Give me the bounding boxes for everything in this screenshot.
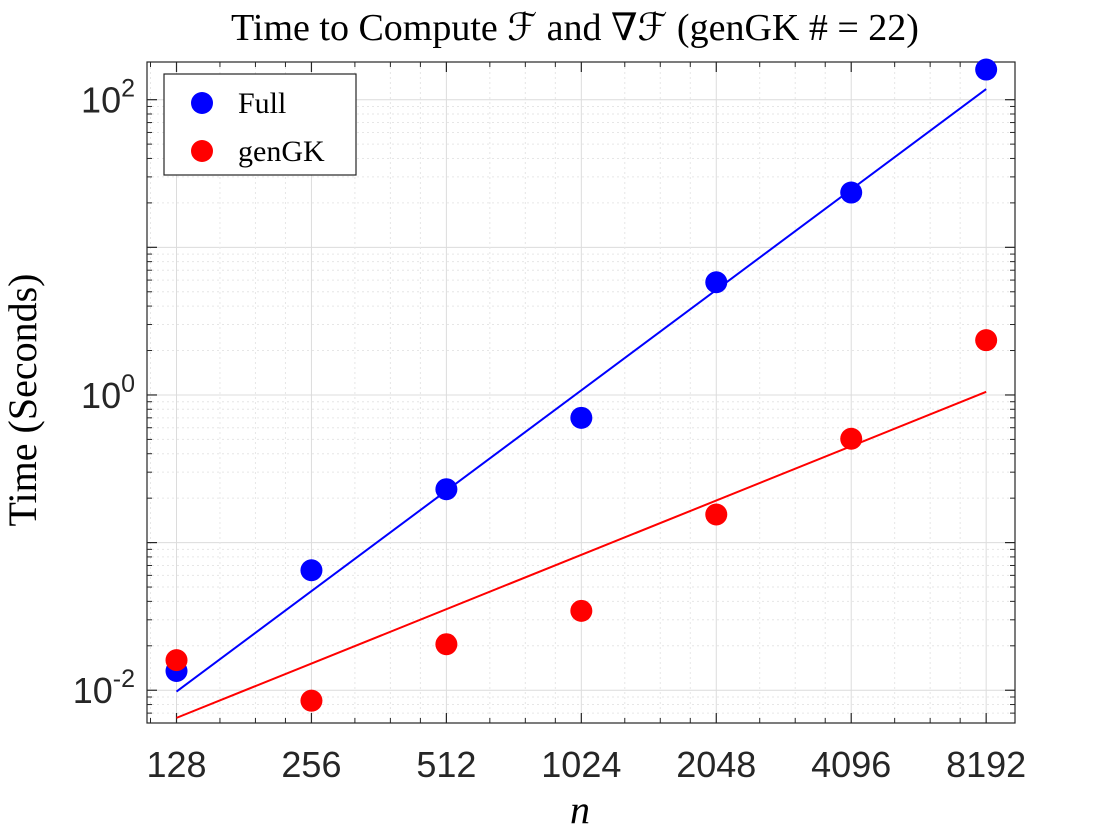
data-point-gengk xyxy=(840,427,863,450)
data-point-gengk xyxy=(975,329,998,352)
data-point-gengk xyxy=(705,503,728,526)
y-tick-label: 102 xyxy=(81,75,135,121)
data-point-full xyxy=(975,58,998,81)
data-points xyxy=(165,58,998,712)
data-point-gengk xyxy=(435,633,458,656)
legend-label-full: Full xyxy=(238,87,286,120)
grid-lines xyxy=(147,62,1015,724)
axis-ticks xyxy=(147,62,1015,724)
legend: Full genGK xyxy=(163,73,357,176)
data-point-gengk xyxy=(570,599,593,622)
x-tick-label: 8192 xyxy=(946,744,1026,785)
x-tick-label: 512 xyxy=(416,744,476,785)
data-point-full xyxy=(840,181,863,204)
x-tick-label: 4096 xyxy=(811,744,891,785)
data-point-gengk xyxy=(165,649,188,672)
x-axis-label: n xyxy=(570,787,590,832)
data-point-gengk xyxy=(300,689,323,712)
data-point-full xyxy=(300,559,323,582)
x-tick-label: 1024 xyxy=(541,744,621,785)
x-tick-label: 2048 xyxy=(676,744,756,785)
y-tick-labels: 10-2 100 102 xyxy=(73,75,135,712)
data-point-full xyxy=(570,406,593,429)
y-tick-label: 100 xyxy=(81,370,135,416)
y-tick-label: 10-2 xyxy=(73,665,135,711)
legend-label-gengk: genGK xyxy=(238,135,325,168)
legend-marker-gengk xyxy=(191,140,213,162)
chart-title: Time to Compute ℱ and ∇ℱ (genGK # = 22) xyxy=(231,7,919,49)
data-point-full xyxy=(435,478,458,501)
data-point-full xyxy=(705,271,728,294)
x-tick-label: 256 xyxy=(281,744,341,785)
legend-marker-full xyxy=(191,92,213,114)
x-tick-labels: 128 256 512 1024 2048 4096 8192 xyxy=(146,744,1026,785)
x-tick-label: 128 xyxy=(146,744,206,785)
y-axis-label: Time (Seconds) xyxy=(0,274,45,527)
